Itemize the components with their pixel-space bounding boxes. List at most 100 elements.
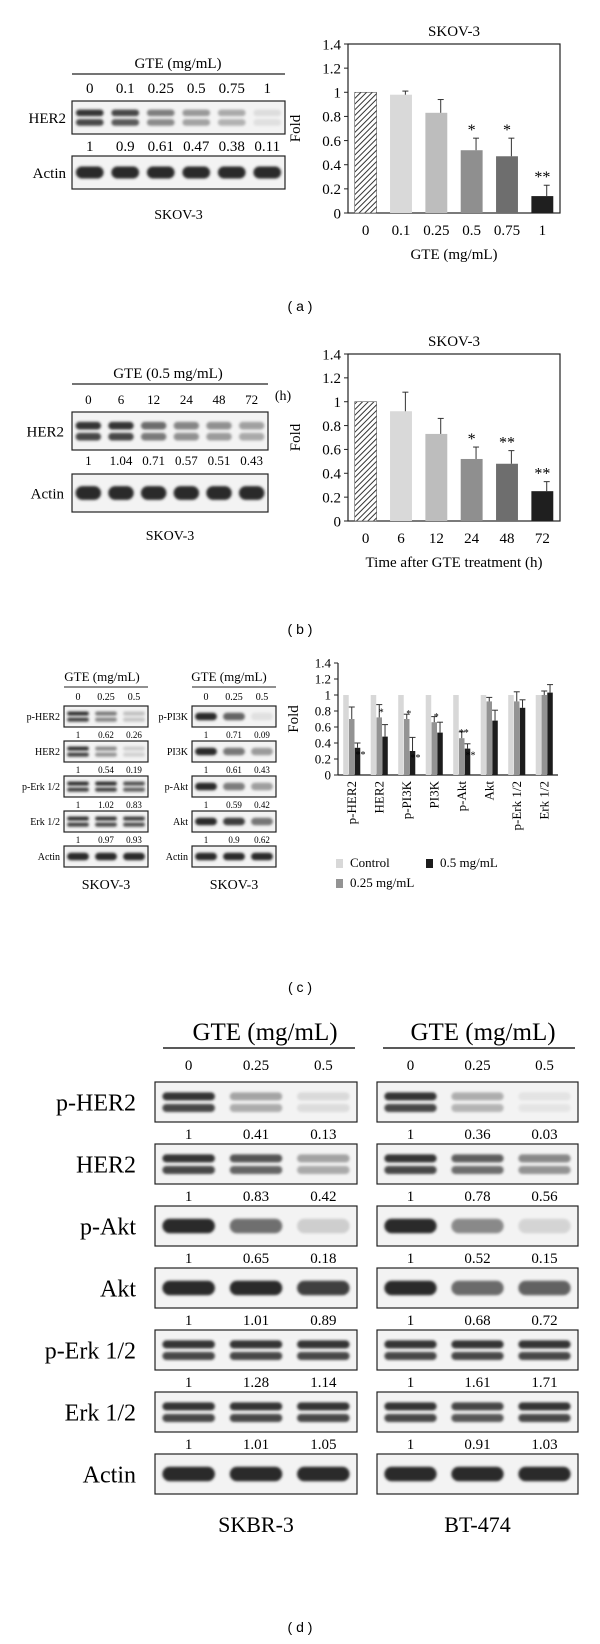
quant-value: 1.61: [464, 1375, 490, 1391]
significance-mark: **: [411, 753, 421, 764]
cell-line-label: SKOV-3: [146, 529, 195, 544]
band: [95, 852, 117, 861]
band-lower: [95, 717, 117, 722]
bar: [354, 747, 361, 775]
quant-value: 0.68: [464, 1313, 490, 1329]
bar: [382, 736, 388, 775]
band: [384, 1466, 437, 1482]
bar: [460, 150, 483, 213]
quant-value: 0.54: [98, 765, 114, 775]
quant-value: 1: [76, 765, 81, 775]
bar: [425, 433, 448, 521]
band: [195, 712, 217, 721]
quant-value: 0.71: [226, 730, 242, 740]
row-label: HER2: [35, 747, 60, 758]
row-label: p-Erk 1/2: [45, 1338, 136, 1364]
bar: [459, 738, 465, 775]
band-upper: [67, 816, 89, 821]
band-upper: [297, 1092, 350, 1101]
lane-label: 48: [213, 392, 226, 407]
bar: [508, 695, 514, 775]
lane-label: 6: [118, 392, 125, 407]
lane-label: 0: [76, 692, 81, 703]
band-upper: [140, 421, 167, 430]
band-upper: [518, 1092, 571, 1101]
band: [251, 852, 273, 861]
band-lower: [229, 1414, 283, 1422]
band: [518, 1280, 571, 1296]
significance-mark: **: [534, 466, 550, 483]
band: [206, 486, 232, 500]
row-label: p-Erk 1/2: [22, 782, 60, 793]
band: [67, 852, 89, 861]
blot-box: [63, 810, 149, 833]
y-tick-label: 0.2: [322, 490, 341, 506]
lane-label: 0.5: [314, 1058, 333, 1074]
band-lower: [297, 1166, 350, 1174]
quant-value: 1: [86, 139, 94, 155]
plot-frame: [347, 43, 561, 214]
bar: [453, 695, 459, 775]
band: [146, 166, 175, 179]
legend-swatch: [336, 879, 343, 888]
panel-c: GTE (mg/mL) 0 0.25 0.5 p-HER2 1 0.62 0.26 HER2 1…: [22, 656, 558, 995]
band-lower: [95, 752, 117, 757]
row-label: p-Akt: [165, 782, 189, 793]
bar: [431, 722, 437, 775]
lane-label: 0.5: [128, 692, 141, 703]
band-upper: [518, 1402, 571, 1411]
quant-value: 0.61: [226, 765, 242, 775]
y-tick-label: 0: [334, 206, 342, 222]
x-tick-label: 12: [429, 531, 444, 547]
band-upper: [146, 109, 175, 117]
bar: [496, 156, 518, 213]
row-label: Actin: [31, 486, 65, 502]
x-tick-label: PI3K: [426, 780, 441, 808]
band-lower: [123, 752, 145, 757]
band: [173, 486, 200, 500]
band: [162, 1218, 215, 1234]
band: [297, 1466, 350, 1482]
band: [123, 852, 145, 861]
lane-label: 0: [85, 392, 92, 407]
band: [223, 782, 245, 791]
band-lower: [229, 1352, 283, 1360]
quant-value: 0.52: [464, 1251, 490, 1267]
bar: [519, 707, 526, 775]
lane-label: 0.5: [187, 81, 206, 97]
x-tick-label: 0.1: [392, 223, 411, 239]
band-lower: [384, 1166, 437, 1174]
row-label: PI3K: [167, 747, 189, 758]
band: [195, 852, 217, 861]
band: [195, 782, 217, 791]
band: [451, 1280, 504, 1296]
y-tick-label: 0.2: [315, 752, 331, 767]
x-tick-label: 1: [539, 223, 547, 239]
band: [75, 166, 104, 179]
x-tick-label: HER2: [371, 781, 386, 814]
band-upper: [162, 1402, 215, 1411]
bar: [354, 401, 377, 522]
band-upper: [253, 109, 282, 117]
band: [223, 852, 245, 861]
quant-value: 0.26: [126, 730, 142, 740]
quant-value: 1: [407, 1437, 415, 1453]
quant-value: 0.09: [254, 730, 270, 740]
y-tick-label: 0.4: [322, 158, 341, 174]
significance-mark: *: [503, 122, 511, 139]
band-upper: [75, 109, 104, 117]
row-label: HER2: [76, 1152, 136, 1178]
quant-value: 1.28: [243, 1375, 269, 1391]
bar: [409, 751, 416, 775]
band-upper: [451, 1092, 504, 1101]
x-tick-label: 0.5: [462, 223, 481, 239]
band-upper: [297, 1402, 350, 1411]
band-lower: [123, 787, 145, 792]
band-lower: [297, 1352, 350, 1360]
band-upper: [67, 711, 89, 716]
band: [238, 486, 265, 500]
significance-mark: **: [466, 751, 476, 762]
quant-value: 0.11: [254, 139, 280, 155]
blot-box: [63, 740, 149, 763]
